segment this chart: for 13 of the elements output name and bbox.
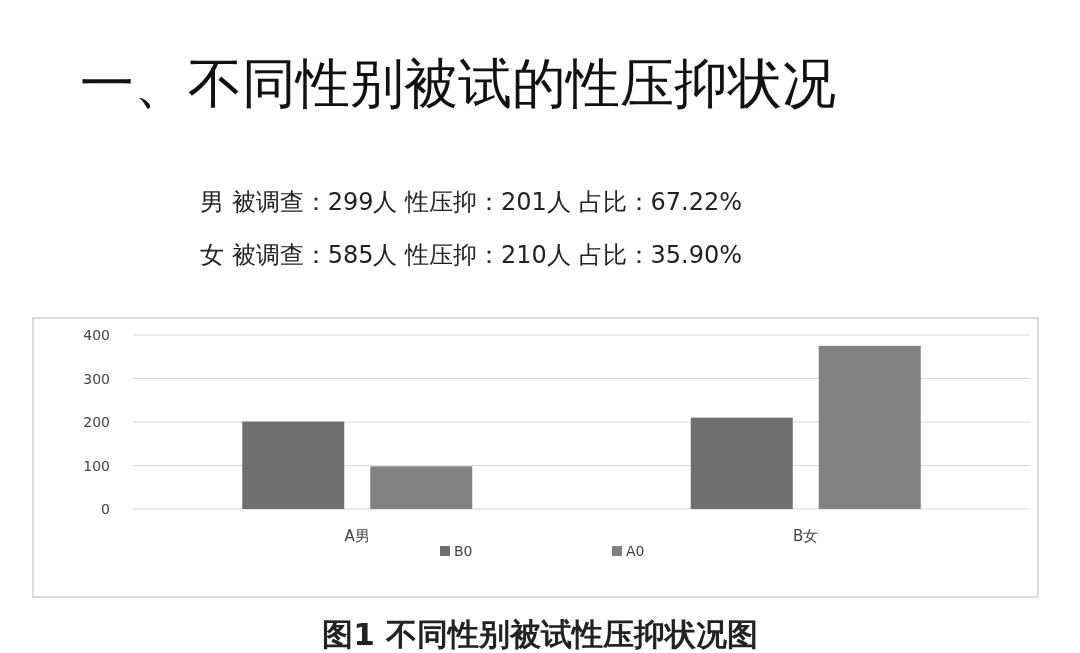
ytick: 200: [83, 414, 110, 430]
annotation: 图1 不同性别被试性压抑状况图: [322, 616, 758, 652]
ytick: 300: [83, 370, 110, 387]
legend: A0: [626, 543, 645, 559]
xtick: B女: [793, 527, 819, 545]
xtick: A男: [344, 527, 370, 545]
legend: B0: [454, 543, 473, 559]
annotation: 男 被调查：299人 性压抑：201人 占比：67.22%: [200, 188, 742, 216]
title: 一、不同性别被试的性压抑状况: [80, 52, 836, 115]
annotation: 女 被调查：585人 性压抑：210人 占比：35.90%: [200, 241, 742, 269]
ytick: 100: [83, 457, 110, 474]
ytick: 400: [83, 327, 110, 343]
ytick: 0: [101, 501, 110, 517]
